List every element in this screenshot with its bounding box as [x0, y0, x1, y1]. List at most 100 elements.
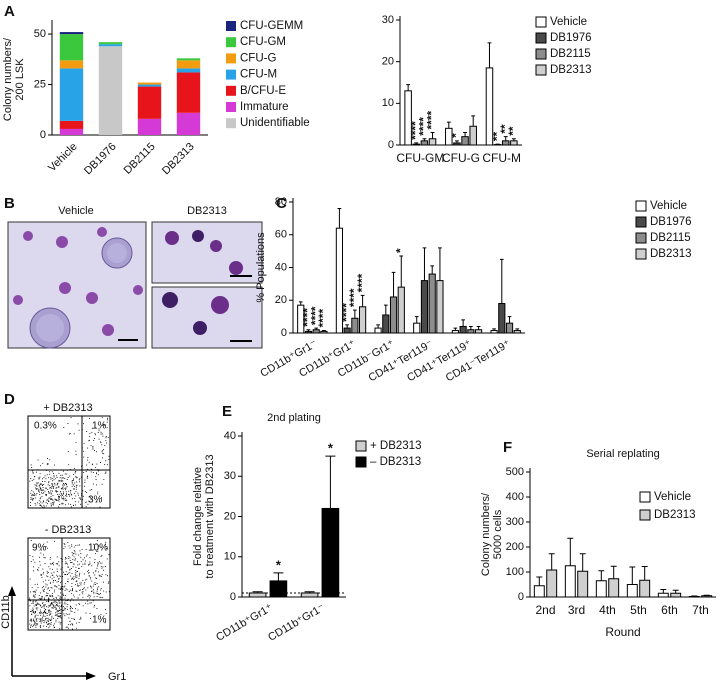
- event-dot: [47, 624, 49, 626]
- event-dot: [52, 599, 54, 601]
- event-dot: [52, 596, 54, 598]
- event-dot: [77, 492, 79, 494]
- error-bar: [454, 140, 459, 143]
- event-dot: [105, 460, 107, 462]
- significance-label: *: [276, 557, 282, 572]
- event-dot: [56, 487, 58, 489]
- event-dot: [82, 490, 84, 492]
- event-dot: [75, 558, 76, 560]
- event-dot: [96, 590, 98, 592]
- event-dot: [64, 583, 66, 585]
- event-dot: [50, 620, 51, 621]
- event-dot: [34, 623, 36, 625]
- event-dot: [34, 487, 36, 489]
- event-dot: [31, 467, 33, 468]
- event-dot: [83, 587, 85, 589]
- event-dot: [47, 572, 49, 573]
- event-dot: [32, 607, 34, 609]
- event-dot: [64, 601, 66, 603]
- event-dot: [104, 464, 106, 465]
- event-dot: [75, 486, 77, 488]
- event-dot: [52, 595, 53, 597]
- y-axis-label: Fold change relative: [192, 467, 204, 566]
- event-dot: [75, 488, 77, 490]
- event-dot: [47, 623, 49, 625]
- micrographs: Vehicle DB2313: [7, 205, 263, 349]
- event-dot: [48, 614, 50, 616]
- event-dot: [105, 574, 107, 576]
- event-dot: [79, 478, 81, 480]
- event-dot: [45, 495, 47, 496]
- event-dot: [36, 485, 38, 487]
- panel-letter: A: [4, 3, 15, 20]
- significance-label: ****: [408, 121, 422, 140]
- bar: [300, 592, 319, 598]
- event-dot: [31, 613, 32, 615]
- event-dot: [37, 603, 38, 605]
- event-dot: [55, 601, 57, 603]
- bar: [475, 329, 483, 334]
- event-dot: [30, 540, 32, 541]
- event-dot: [74, 551, 76, 553]
- event-dot: [65, 600, 67, 602]
- event-dot: [88, 564, 90, 565]
- event-dot: [105, 541, 107, 543]
- event-dot: [39, 483, 41, 485]
- event-dot: [108, 455, 110, 457]
- event-dot: [63, 496, 65, 498]
- y-tick-label: 0: [40, 129, 46, 141]
- event-dot: [49, 576, 51, 578]
- y-tick-label: 50: [34, 28, 46, 40]
- bar-segment: [59, 68, 84, 121]
- event-dot: [95, 577, 97, 579]
- event-dot: [61, 561, 63, 562]
- event-dot: [34, 503, 36, 504]
- event-dot: [66, 589, 68, 591]
- event-dot: [59, 480, 61, 481]
- event-dot: [70, 606, 71, 608]
- event-dot: [67, 423, 69, 424]
- event-dot: [46, 606, 47, 608]
- event-dot: [70, 504, 72, 505]
- event-dot: [69, 568, 71, 570]
- event-dot: [41, 596, 43, 598]
- event-dot: [81, 566, 83, 568]
- legend-swatch: [226, 85, 236, 96]
- event-dot: [76, 481, 78, 483]
- event-dot: [49, 556, 51, 558]
- y-tick-label: 0: [281, 327, 287, 339]
- event-dot: [67, 581, 68, 582]
- event-dot: [86, 578, 88, 580]
- event-dot: [70, 624, 71, 626]
- event-dot: [36, 483, 38, 485]
- event-dot: [48, 623, 50, 625]
- bar-segment: [137, 84, 162, 87]
- event-dot: [73, 478, 74, 480]
- event-dot: [99, 575, 101, 577]
- event-dot: [66, 479, 68, 480]
- event-dot: [34, 590, 36, 592]
- event-dot: [68, 627, 69, 629]
- event-dot: [106, 558, 108, 560]
- event-dot: [103, 453, 105, 455]
- event-dot: [62, 484, 64, 486]
- error-bar: [579, 553, 586, 572]
- event-dot: [76, 570, 78, 572]
- event-dot: [40, 484, 42, 485]
- event-dot: [46, 464, 48, 466]
- event-dot: [48, 587, 49, 589]
- event-dot: [44, 557, 46, 559]
- event-dot: [55, 491, 57, 492]
- event-dot: [92, 472, 94, 473]
- event-dot: [43, 571, 45, 573]
- event-dot: [48, 627, 50, 629]
- event-dot: [39, 598, 41, 600]
- event-dot: [43, 492, 45, 494]
- significance-label: *: [328, 441, 334, 456]
- legend-swatch: [226, 102, 236, 112]
- event-dot: [67, 563, 68, 565]
- event-dot: [46, 615, 48, 616]
- error-bar: [548, 553, 555, 570]
- error-bar: [536, 576, 543, 586]
- event-dot: [43, 612, 44, 614]
